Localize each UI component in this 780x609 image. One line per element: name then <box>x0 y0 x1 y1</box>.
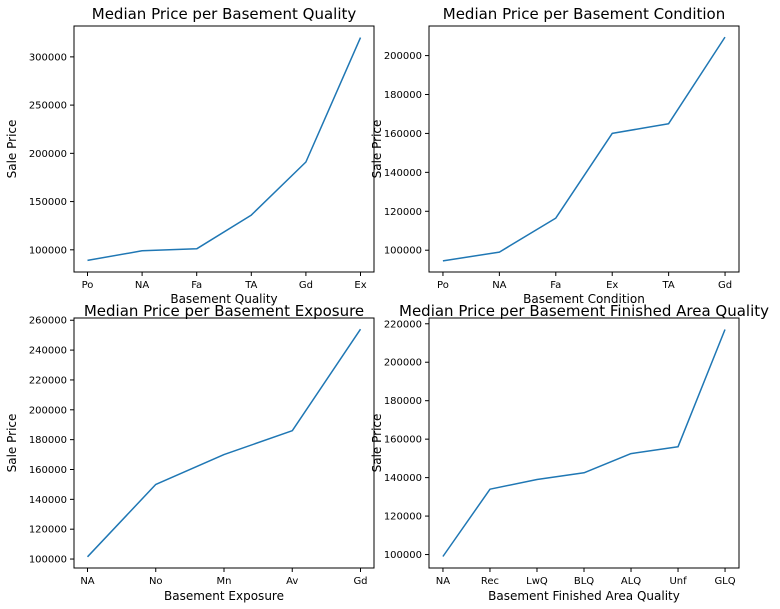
y-tick-label: 200000 <box>384 51 422 62</box>
x-tick-label: Av <box>286 576 298 587</box>
x-tick-label: Mn <box>217 576 232 587</box>
y-tick-label: 120000 <box>384 207 422 218</box>
y-tick-label: 260000 <box>29 316 67 327</box>
chart-title: Median Price per Basement Exposure <box>84 302 364 320</box>
y-tick-label: 140000 <box>29 495 67 506</box>
x-tick-label: TA <box>244 280 257 291</box>
y-tick-label: 120000 <box>29 525 67 536</box>
chart-panel-3: NA No Mn Av Gd 100000 120000 140000 160000 180000… <box>5 302 375 603</box>
y-tick-label: 100000 <box>384 246 422 257</box>
series-line <box>86 328 362 558</box>
x-tick-label: NA <box>80 576 94 587</box>
y-tick-label: 200000 <box>384 358 422 369</box>
x-tick-label: Rec <box>481 576 499 587</box>
x-tick-label: Fa <box>550 280 561 291</box>
x-tick-label: No <box>149 576 163 587</box>
x-tick-label: Unf <box>669 576 687 587</box>
plot-frame <box>428 317 740 569</box>
chart-panel-2: Po NA Fa Ex TA Gd 100000 120000 140000 160000 1800… <box>370 5 740 306</box>
y-tick-label: 120000 <box>384 512 422 523</box>
x-tick-label: NA <box>135 280 149 291</box>
y-tick-label: 180000 <box>29 435 67 446</box>
y-tick-label: 180000 <box>384 90 422 101</box>
y-tick-label: 220000 <box>384 319 422 330</box>
plot-frame <box>73 25 375 273</box>
y-tick-label: 200000 <box>29 149 67 160</box>
y-tick-label: 150000 <box>29 197 67 208</box>
plot-frame <box>428 25 740 273</box>
y-axis-label: Sale Price <box>370 120 384 179</box>
x-tick-label: NA <box>436 576 450 587</box>
x-tick-label: Ex <box>606 280 618 291</box>
y-tick-label: 160000 <box>384 435 422 446</box>
y-tick-label: 160000 <box>29 465 67 476</box>
series-line <box>442 36 726 262</box>
x-tick-label: TA <box>662 280 675 291</box>
y-axis-label: Sale Price <box>5 120 19 179</box>
plot-frame <box>73 317 375 569</box>
chart-title: Median Price per Basement Finished Area … <box>399 302 769 320</box>
y-tick-label: 160000 <box>384 129 422 140</box>
chart-title: Median Price per Basement Quality <box>92 5 357 23</box>
y-axis-label: Sale Price <box>370 414 384 473</box>
x-axis-label: Basement Condition <box>523 292 645 306</box>
x-tick-label: Fa <box>191 280 202 291</box>
y-tick-label: 180000 <box>384 396 422 407</box>
y-axis-label: Sale Price <box>5 414 19 473</box>
chart-title: Median Price per Basement Condition <box>443 5 725 23</box>
y-tick-label: 100000 <box>29 245 67 256</box>
x-tick-label: Gd <box>299 280 313 291</box>
y-tick-label: 240000 <box>29 346 67 357</box>
y-tick-label: 250000 <box>29 101 67 112</box>
x-axis-label: Basement Quality <box>170 292 277 306</box>
y-tick-label: 300000 <box>29 52 67 63</box>
y-tick-label: 140000 <box>384 473 422 484</box>
series-line <box>87 37 362 262</box>
y-tick-label: 140000 <box>384 168 422 179</box>
x-tick-label: Gd <box>353 576 367 587</box>
chart-panel-4: NA Rec LwQ BLQ ALQ Unf GLQ 100000 120000 140000 16… <box>370 302 769 603</box>
x-axis-label: Basement Exposure <box>164 589 284 603</box>
series-line <box>442 329 726 557</box>
chart-panel-1: Po NA Fa TA Gd Ex 100000 150000 200000 250000 3000… <box>5 5 375 306</box>
x-tick-label: NA <box>492 280 506 291</box>
x-tick-label: ALQ <box>621 576 641 587</box>
y-tick-label: 220000 <box>29 375 67 386</box>
y-tick-label: 200000 <box>29 405 67 416</box>
x-axis-label: Basement Finished Area Quality <box>488 589 680 603</box>
x-tick-label: BLQ <box>574 576 594 587</box>
y-tick-label: 100000 <box>384 550 422 561</box>
x-tick-label: Po <box>82 280 94 291</box>
x-tick-label: GLQ <box>714 576 735 587</box>
x-tick-label: LwQ <box>526 576 548 587</box>
y-tick-label: 100000 <box>29 555 67 566</box>
x-tick-label: Po <box>437 280 449 291</box>
x-tick-label: Ex <box>354 280 366 291</box>
x-tick-label: Gd <box>718 280 732 291</box>
